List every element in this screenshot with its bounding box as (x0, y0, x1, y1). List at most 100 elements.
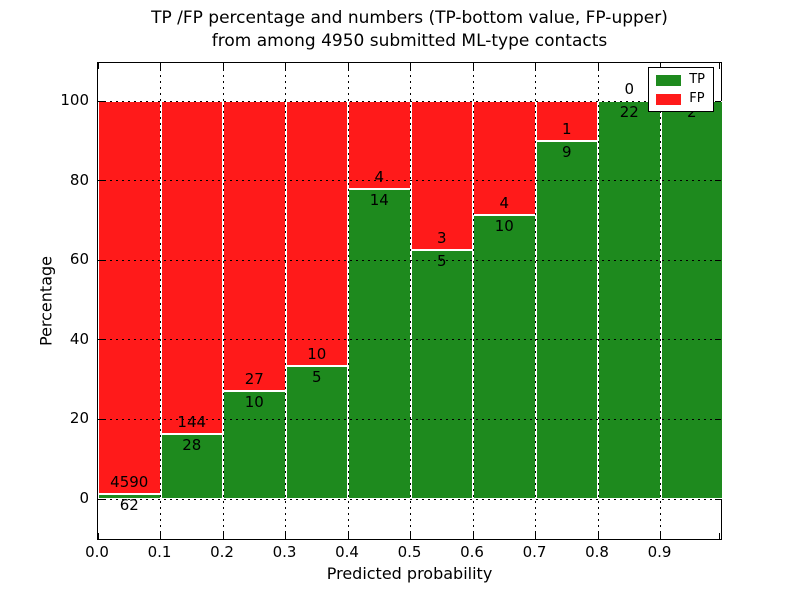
tp-count-label: 9 (561, 142, 572, 161)
tp-count-label: 10 (244, 393, 264, 412)
fp-bar-segment (98, 101, 161, 494)
plot-area: 459062144282710105414354101902202 TP FP (97, 62, 723, 540)
y-tick-label: 100 (60, 91, 89, 109)
x-tick-mark-bottom (597, 533, 599, 539)
legend-item-fp: FP (656, 92, 705, 106)
tp-bar-segment (598, 101, 661, 499)
fp-bar-segment (160, 101, 223, 435)
tp-count-label: 2 (686, 103, 697, 121)
x-tick-mark-top (660, 63, 661, 69)
x-tick-label: 0.8 (585, 543, 609, 561)
y-tick-mark-right (715, 418, 721, 420)
gridline-horizontal (98, 259, 721, 261)
fp-count-label: 4590 (110, 472, 149, 491)
x-tick-mark-top (472, 63, 474, 69)
y-tick-mark-right (715, 100, 721, 102)
x-tick-label: 0.6 (460, 543, 484, 561)
x-tick-label: 0.4 (335, 543, 359, 561)
gridline-vertical (660, 63, 661, 539)
y-tick-mark-right (715, 339, 721, 341)
chart-title-line1: TP /FP percentage and numbers (TP-bottom… (151, 8, 668, 28)
gridline-vertical (410, 63, 411, 539)
y-tick-mark-left (98, 100, 104, 102)
gridline-horizontal (98, 339, 721, 341)
x-tick-mark-top (98, 63, 99, 69)
x-tick-mark-bottom (285, 533, 286, 539)
tp-bar-segment (535, 140, 598, 499)
fp-bar-segment (223, 101, 286, 392)
x-tick-label: 0.9 (647, 543, 672, 561)
gridline-horizontal (98, 180, 721, 182)
fp-count-label: 10 (307, 345, 327, 364)
x-tick-label: 0.1 (147, 543, 172, 561)
x-axis-label: Predicted probability (326, 564, 493, 583)
tp-count-label: 5 (436, 252, 447, 271)
gridline-vertical (285, 63, 286, 539)
tp-bar-segment (410, 250, 473, 499)
x-tick-mark-bottom (472, 533, 474, 539)
tp-count-label: 5 (311, 368, 322, 387)
tp-legend-swatch-icon (656, 74, 682, 86)
fp-count-label: 3 (436, 229, 447, 248)
y-tick-mark-left (98, 259, 104, 261)
gridline-vertical (347, 63, 349, 539)
x-tick-mark-top (597, 63, 599, 69)
chart-title: TP /FP percentage and numbers (TP-bottom… (97, 7, 722, 53)
y-tick-label: 80 (69, 170, 89, 189)
x-tick-mark-top (347, 63, 349, 69)
x-tick-mark-top (222, 63, 224, 69)
y-tick-label: 0 (79, 489, 89, 507)
fp-count-label: 144 (177, 413, 207, 432)
gridline-horizontal (98, 498, 721, 500)
x-tick-mark-top (160, 63, 161, 69)
x-tick-mark-top (535, 63, 536, 69)
x-tick-label: 0.2 (210, 543, 234, 561)
y-tick-mark-right (715, 498, 721, 500)
legend: TP FP (648, 67, 714, 112)
gridline-vertical (222, 63, 224, 539)
x-tick-mark-top (285, 63, 286, 69)
tp-count-label: 10 (494, 216, 514, 235)
fp-bar-segment (410, 101, 473, 251)
fp-legend-label: FP (689, 91, 705, 106)
x-tick-mark-bottom (160, 533, 161, 539)
fp-count-label: 4 (499, 193, 510, 212)
x-tick-label: 0.7 (522, 543, 547, 561)
y-tick-label: 40 (69, 329, 89, 348)
y-tick-mark-left (98, 498, 104, 500)
y-tick-mark-right (715, 259, 721, 261)
x-tick-label: 0.0 (85, 543, 109, 561)
gridline-vertical (535, 63, 536, 539)
fp-bar-segment (285, 101, 348, 367)
tp-count-label: 28 (182, 436, 202, 455)
x-tick-mark-bottom (719, 533, 720, 539)
tp-bar-segment (348, 189, 411, 499)
fp-count-label: 4 (374, 168, 385, 187)
tp-legend-label: TP (689, 72, 705, 87)
fp-count-label: 27 (244, 370, 264, 389)
y-tick-mark-right (715, 180, 721, 182)
x-tick-label: 0.3 (272, 543, 297, 561)
y-tick-mark-left (98, 339, 104, 341)
x-tick-label: 0.5 (397, 543, 422, 561)
gridline-horizontal (98, 418, 721, 420)
fp-legend-swatch-icon (656, 93, 682, 105)
legend-item-tp: TP (656, 73, 705, 87)
y-tick-mark-left (98, 180, 104, 182)
fp-count-label: 0 (624, 80, 635, 98)
gridline-vertical (597, 63, 599, 539)
gridline-vertical (160, 63, 161, 539)
tp-count-label: 22 (619, 103, 639, 121)
x-tick-mark-bottom (98, 533, 99, 539)
gridline-horizontal (98, 100, 721, 102)
chart-title-line2: from among 4950 submitted ML-type contac… (211, 31, 608, 51)
tp-bar-segment (473, 214, 536, 499)
fp-count-label: 1 (561, 119, 572, 138)
x-tick-mark-top (719, 63, 720, 69)
y-tick-label: 20 (69, 409, 89, 428)
gridline-vertical (472, 63, 474, 539)
y-tick-mark-left (98, 418, 104, 420)
x-tick-mark-bottom (535, 533, 536, 539)
x-tick-mark-top (410, 63, 411, 69)
